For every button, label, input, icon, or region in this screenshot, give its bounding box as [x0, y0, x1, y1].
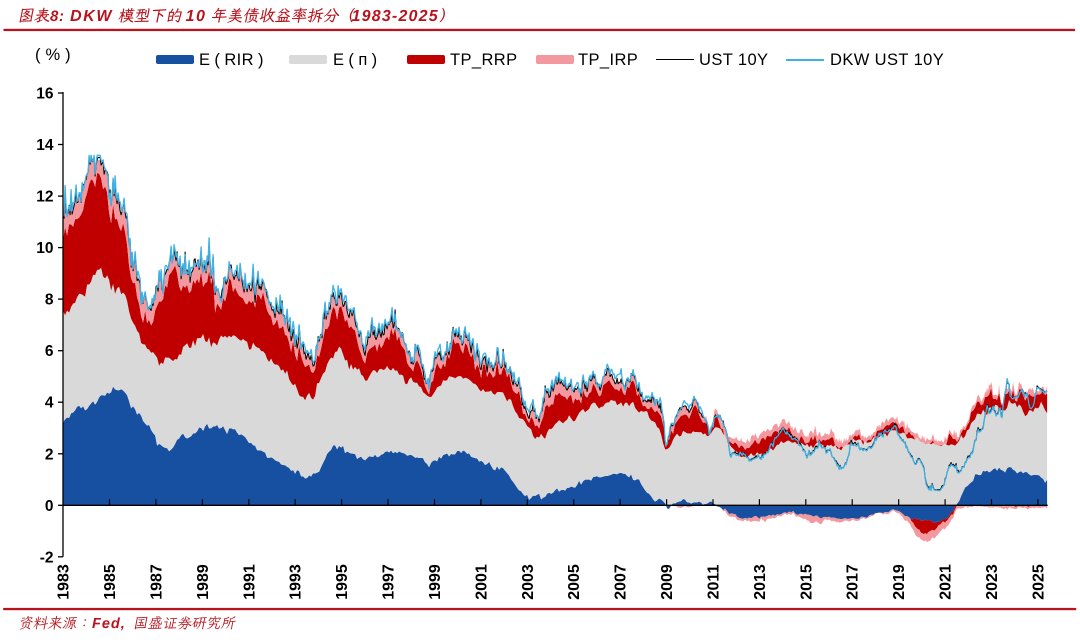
svg-text:2: 2: [45, 446, 54, 463]
svg-text:2003: 2003: [520, 564, 537, 600]
svg-text:12: 12: [36, 189, 53, 206]
svg-text:2019: 2019: [891, 564, 908, 600]
svg-text:6: 6: [45, 343, 54, 360]
svg-text:2005: 2005: [566, 564, 583, 600]
svg-text:-2: -2: [40, 549, 54, 566]
svg-text:16: 16: [36, 86, 54, 103]
svg-text:2015: 2015: [798, 564, 815, 600]
svg-text:2021: 2021: [938, 564, 955, 600]
svg-text:1989: 1989: [195, 564, 212, 600]
svg-text:1991: 1991: [241, 564, 258, 600]
svg-text:2007: 2007: [613, 564, 630, 600]
svg-text:1985: 1985: [102, 564, 119, 600]
svg-text:4: 4: [45, 395, 54, 412]
svg-text:8: 8: [45, 292, 54, 309]
svg-text:2009: 2009: [659, 564, 676, 600]
svg-text:1995: 1995: [334, 564, 351, 600]
svg-text:1983: 1983: [56, 564, 73, 600]
svg-text:2011: 2011: [706, 565, 723, 600]
svg-text:1997: 1997: [381, 564, 398, 600]
svg-text:1999: 1999: [427, 564, 444, 600]
svg-text:2025: 2025: [1030, 564, 1047, 600]
svg-text:1993: 1993: [288, 564, 305, 600]
svg-text:0: 0: [45, 498, 54, 515]
svg-text:2001: 2001: [473, 564, 490, 600]
svg-text:10: 10: [36, 240, 53, 257]
svg-text:14: 14: [36, 137, 54, 154]
svg-text:2023: 2023: [984, 564, 1001, 600]
svg-text:1987: 1987: [148, 564, 165, 600]
svg-text:2013: 2013: [752, 564, 769, 600]
svg-text:2017: 2017: [845, 564, 862, 600]
